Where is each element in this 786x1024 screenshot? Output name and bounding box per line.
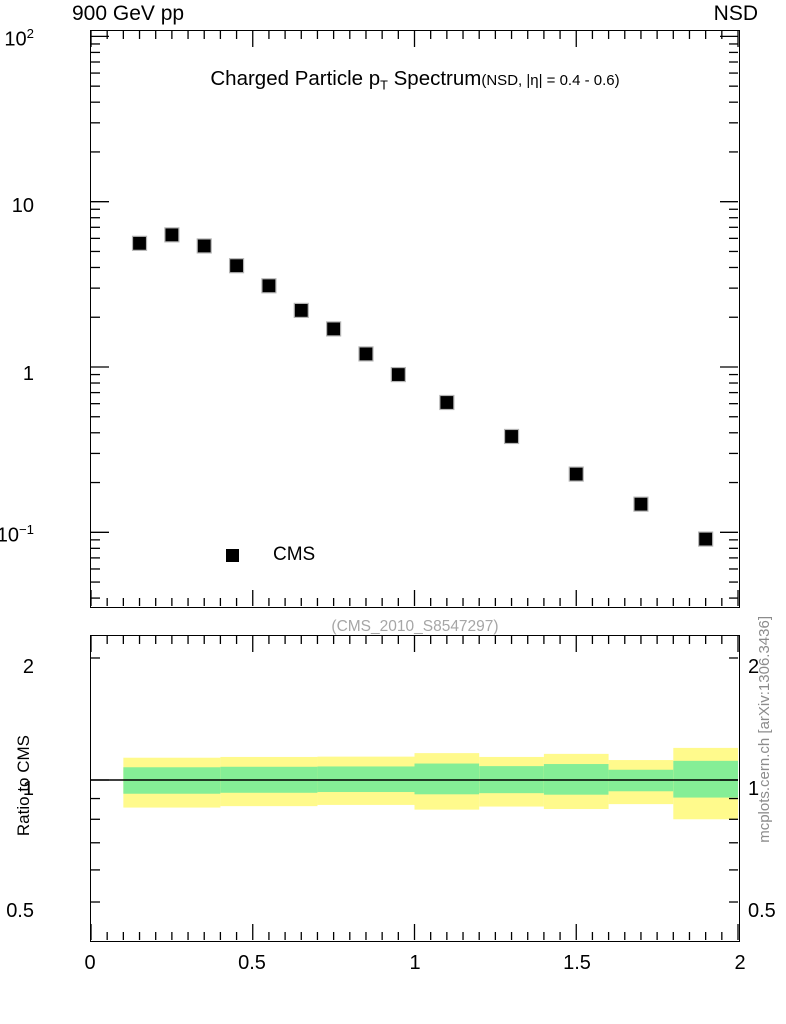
data-point-marker xyxy=(293,302,309,318)
ratio-axis-title: Ratio to CMS xyxy=(14,735,33,837)
main-plot-canvas xyxy=(91,31,739,606)
xtick-label-2: 2 xyxy=(734,952,746,974)
beam-energy-label: 900 GeV pp xyxy=(72,2,185,25)
source-credit: mcplots.cern.ch [arXiv:1306.3436] xyxy=(756,616,773,843)
ratio-band-inner xyxy=(414,763,480,795)
ytick-label-1e-1: 10−1 xyxy=(0,522,34,547)
ratio-ytick-label-2-right: 2 xyxy=(748,656,760,678)
data-point-marker xyxy=(164,227,180,243)
xtick-label-15: 1.5 xyxy=(563,952,591,974)
ratio-plot-panel xyxy=(90,635,740,942)
legend-label-cms: CMS xyxy=(273,544,316,565)
data-point-marker xyxy=(196,238,212,254)
data-point-marker xyxy=(390,366,406,383)
plot-title-text-b: Spectrum xyxy=(387,67,482,90)
ratio-ytick-label-1-right: 1 xyxy=(748,778,760,800)
ratio-ytick-label-05-left: 0.5 xyxy=(6,900,34,922)
ytick-label-1e2: 102 xyxy=(4,26,34,51)
data-point-marker xyxy=(131,235,148,251)
data-point-marker xyxy=(261,278,277,294)
data-point-marker xyxy=(568,466,584,482)
ytick-label-10: 10 xyxy=(11,195,34,217)
ytick-label-1: 1 xyxy=(22,363,34,385)
data-point-marker xyxy=(633,496,649,512)
data-point-marker xyxy=(326,321,342,337)
data-point-marker xyxy=(358,346,374,362)
analysis-id-watermark: (CMS_2010_S8547297) xyxy=(331,618,499,635)
data-point-marker xyxy=(698,531,714,547)
ratio-ytick-label-05-right: 0.5 xyxy=(748,900,776,922)
main-plot-panel: Charged Particle pT Spectrum(NSD, |η| = … xyxy=(90,30,740,635)
plot-title-annotation: (NSD, |η| = 0.4 - 0.6) xyxy=(481,72,620,89)
uncertainty-bands xyxy=(123,747,738,820)
data-point-marker xyxy=(503,428,520,445)
xtick-label-1: 1 xyxy=(409,952,421,974)
plot-title-subscript: T xyxy=(380,77,388,93)
legend: CMS xyxy=(226,544,315,566)
plot-title-main: Charged Particle pT Spectrum xyxy=(210,67,482,93)
data-series-cms xyxy=(131,227,714,547)
xtick-label-05: 0.5 xyxy=(238,952,266,974)
legend-marker-cms xyxy=(226,548,239,562)
process-label: NSD xyxy=(713,2,758,25)
ratio-ytick-label-1-left: 1 xyxy=(22,778,34,800)
plot-title-text-a: Charged Particle p xyxy=(210,67,381,90)
data-point-marker xyxy=(439,394,455,411)
xtick-label-0: 0 xyxy=(84,952,96,974)
ratio-ytick-label-2-left: 2 xyxy=(22,656,34,678)
plot-title: Charged Particle pT Spectrum(NSD, |η| = … xyxy=(91,67,739,92)
ratio-plot-canvas xyxy=(91,636,739,940)
data-point-marker xyxy=(228,258,245,274)
